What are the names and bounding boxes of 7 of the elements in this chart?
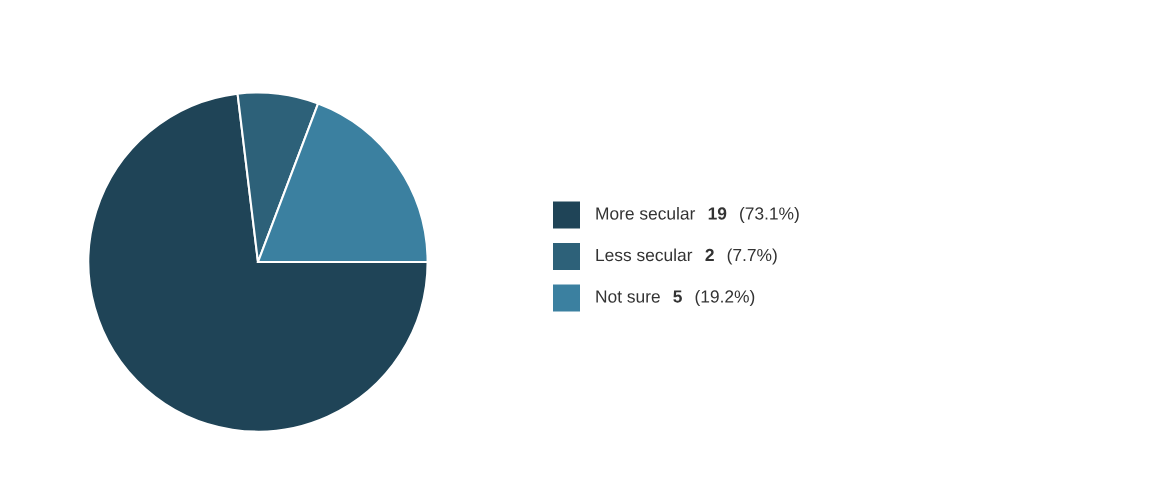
data-label: 5 (19.2%): [673, 289, 755, 307]
legend-label: More secular: [596, 206, 696, 220]
data-label: 2 (7.7%): [705, 248, 777, 265]
data-label: 19 (73.1%): [708, 206, 799, 224]
pie-slice: [87, 92, 429, 433]
legend-label: Not sure: [596, 290, 660, 303]
legend-label: Less secular: [596, 248, 693, 262]
